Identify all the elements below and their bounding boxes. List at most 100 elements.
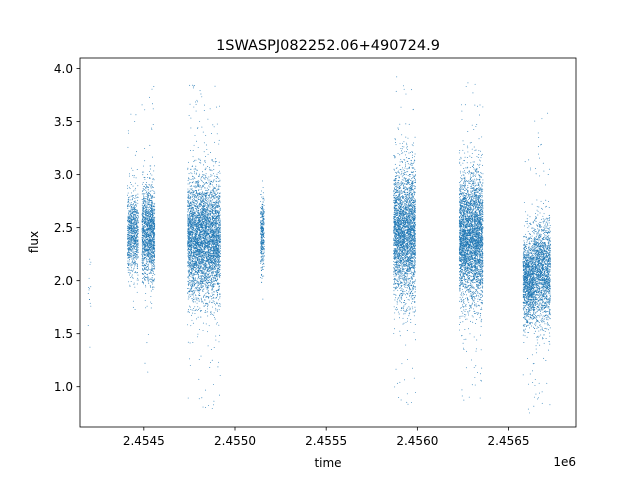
data-point: [205, 144, 207, 146]
data-point: [134, 253, 136, 255]
data-point: [153, 268, 155, 270]
data-point: [153, 260, 155, 262]
data-point: [128, 222, 130, 223]
data-point: [133, 203, 135, 205]
data-point: [149, 255, 151, 257]
data-point: [204, 178, 206, 180]
data-point: [150, 209, 152, 211]
data-point: [192, 178, 194, 180]
data-point: [137, 274, 139, 276]
data-point: [192, 150, 194, 151]
data-point: [133, 174, 135, 176]
data-point: [146, 260, 148, 262]
data-point: [215, 237, 217, 239]
data-point: [193, 218, 195, 220]
data-point: [152, 269, 154, 271]
data-point: [191, 212, 193, 214]
data-point: [146, 215, 148, 216]
data-point: [218, 275, 220, 277]
data-point: [150, 245, 152, 247]
data-point: [154, 274, 156, 276]
data-point: [144, 206, 146, 208]
data-point: [193, 308, 195, 309]
data-point: [192, 263, 194, 265]
data-point: [153, 234, 155, 236]
data-point: [193, 198, 195, 200]
data-point: [200, 219, 202, 221]
data-point: [134, 200, 136, 202]
data-point: [187, 262, 189, 263]
data-point: [128, 235, 130, 237]
data-point: [214, 196, 216, 198]
data-point: [212, 261, 214, 263]
data-point: [143, 242, 145, 244]
data-point: [144, 219, 146, 221]
data-point: [211, 174, 213, 176]
data-point: [194, 256, 196, 258]
data-point: [151, 224, 153, 226]
data-point: [188, 227, 190, 229]
data-point: [209, 192, 211, 194]
data-point: [129, 254, 131, 256]
data-point: [209, 269, 210, 271]
data-point: [188, 276, 190, 277]
data-point: [128, 224, 130, 226]
data-point: [134, 262, 136, 264]
data-point: [187, 270, 189, 272]
data-point: [142, 260, 143, 262]
data-point: [145, 192, 147, 193]
data-point: [149, 272, 151, 274]
data-point: [194, 298, 196, 300]
data-point: [145, 222, 147, 224]
data-point: [144, 210, 146, 212]
data-point: [215, 265, 217, 267]
data-point: [144, 242, 146, 244]
data-point: [136, 255, 138, 257]
data-point: [215, 219, 217, 220]
data-point: [198, 329, 200, 330]
data-point: [148, 232, 150, 234]
data-point: [130, 209, 132, 211]
data-point: [89, 287, 90, 289]
data-point: [152, 257, 154, 259]
data-point: [148, 248, 150, 250]
data-point: [131, 213, 133, 215]
data-point: [202, 174, 204, 176]
data-point: [152, 268, 154, 270]
data-point: [205, 239, 207, 241]
data-point: [134, 208, 136, 210]
data-point: [187, 188, 189, 190]
data-point: [214, 141, 216, 143]
data-point: [210, 190, 212, 192]
data-point: [208, 195, 210, 197]
data-point: [206, 296, 208, 297]
data-point: [129, 244, 131, 246]
data-point: [150, 253, 152, 255]
data-point: [142, 193, 144, 194]
data-point: [144, 233, 146, 235]
data-point: [197, 306, 199, 308]
data-point: [192, 223, 193, 225]
data-point: [133, 230, 134, 232]
data-point: [187, 293, 189, 294]
data-point: [215, 201, 217, 203]
data-point: [129, 256, 131, 258]
data-point: [149, 238, 151, 240]
data-point: [218, 256, 219, 258]
data-point: [136, 239, 138, 241]
data-point: [130, 206, 132, 208]
data-point: [134, 264, 136, 266]
data-point: [196, 128, 198, 129]
data-point: [192, 265, 194, 267]
data-point: [130, 253, 131, 254]
data-point: [150, 230, 152, 232]
data-point: [199, 90, 201, 92]
data-point: [202, 289, 204, 290]
data-point: [137, 226, 139, 228]
data-point: [200, 93, 202, 95]
data-point: [219, 170, 221, 172]
data-point: [153, 235, 154, 237]
data-point: [152, 240, 154, 242]
data-point: [146, 221, 148, 223]
